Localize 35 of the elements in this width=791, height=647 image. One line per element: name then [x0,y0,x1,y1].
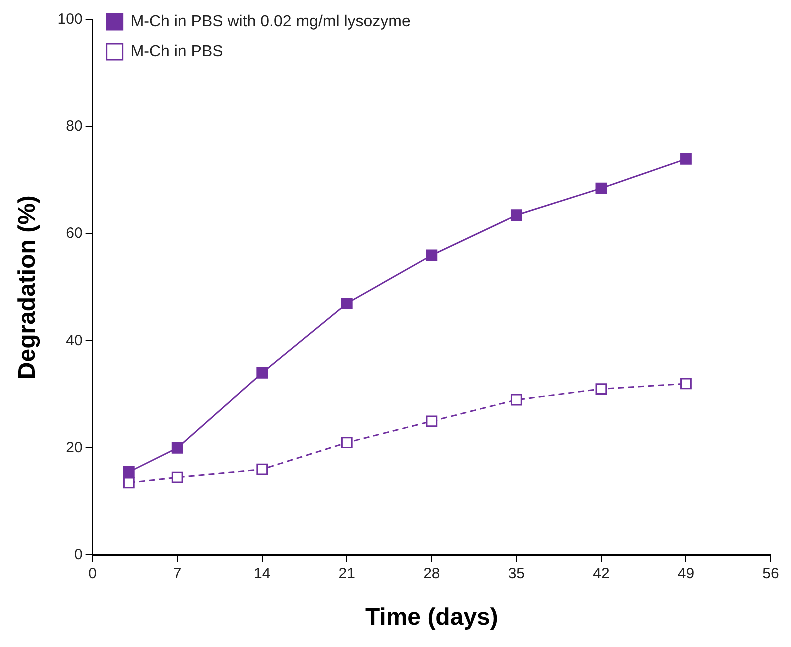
point [256,368,268,379]
y-tick-label: 0 [74,546,83,564]
legend-label: M-Ch in PBS [130,43,224,60]
y-tick-label: 80 [66,118,83,136]
y-tick-label: 40 [66,332,83,350]
point [256,464,268,476]
point [680,153,692,165]
point [596,182,608,194]
point [341,437,353,449]
point [596,384,608,395]
point [426,250,438,262]
x-tick-label: 28 [424,565,440,582]
x-tick-label: 14 [254,565,271,582]
point [123,477,135,489]
x-tick-label: 49 [678,565,695,582]
x-axis-title: Time (days) [365,604,498,632]
point [680,378,692,390]
x-tick-label: 35 [508,565,526,582]
x-tick-label: 42 [593,565,610,582]
y-tick-label: 60 [66,225,83,242]
x-tick-label: 21 [338,565,356,582]
point [426,416,438,428]
x-tick-label: 7 [173,565,182,582]
point [172,442,184,454]
point [510,394,522,406]
point [510,210,522,222]
x-tick-label: 56 [762,565,780,582]
x-tick-label: 0 [88,565,97,582]
legend-label: M-Ch in PBS with 0.02 mg/ml lysozyme [130,13,412,30]
y-axis-title: Degradation (%) [14,196,42,380]
y-tick-label: 20 [66,439,83,456]
point [123,466,135,478]
point [341,298,353,310]
y-tick-label: 100 [58,11,83,28]
point [172,472,184,484]
